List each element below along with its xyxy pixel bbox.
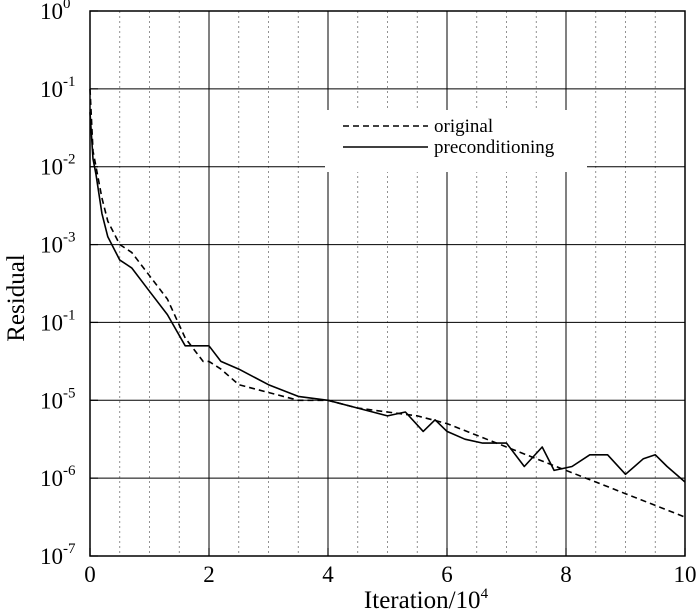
axis-ticks <box>89 10 686 557</box>
x-tick-labels: 0 2 4 6 8 10 <box>84 562 696 587</box>
y-tick-label: 10-6 <box>40 463 76 491</box>
x-tick-label: 8 <box>560 562 572 587</box>
y-tick-label: 10-7 <box>40 541 76 569</box>
series-layer <box>89 88 686 518</box>
legend-background <box>325 110 587 172</box>
y-tick-label: 10-2 <box>40 152 76 180</box>
x-axis-title: Iteration/104 <box>364 586 489 614</box>
series-line-preconditioning <box>89 112 686 483</box>
x-tick-label: 2 <box>203 562 215 587</box>
y-tick-label: 10-3 <box>40 230 76 258</box>
x-tick-label: 10 <box>674 562 697 587</box>
x-tick-label: 6 <box>441 562 453 587</box>
y-tick-label: 10-1 <box>40 74 76 102</box>
grid <box>90 11 685 556</box>
legend-label-preconditioning: preconditioning <box>434 137 555 158</box>
legend: original preconditioning <box>325 110 587 172</box>
x-tick-label: 4 <box>322 562 334 587</box>
x-axis-title-text: Iteration/10 <box>364 587 481 614</box>
plot-frame <box>89 10 686 557</box>
y-tick-label: 100 <box>40 0 71 24</box>
y-tick-label: 10-1 <box>40 307 76 335</box>
x-axis-title-superscript: 4 <box>481 586 489 602</box>
y-tick-labels: 100 10-1 10-2 10-3 10-1 10-5 10-6 10-7 <box>40 0 76 569</box>
series-line-original <box>89 88 686 518</box>
y-axis-title: Residual <box>3 254 30 342</box>
legend-label-original: original <box>434 116 493 137</box>
x-tick-label: 0 <box>84 562 96 587</box>
y-tick-label: 10-5 <box>40 385 76 413</box>
